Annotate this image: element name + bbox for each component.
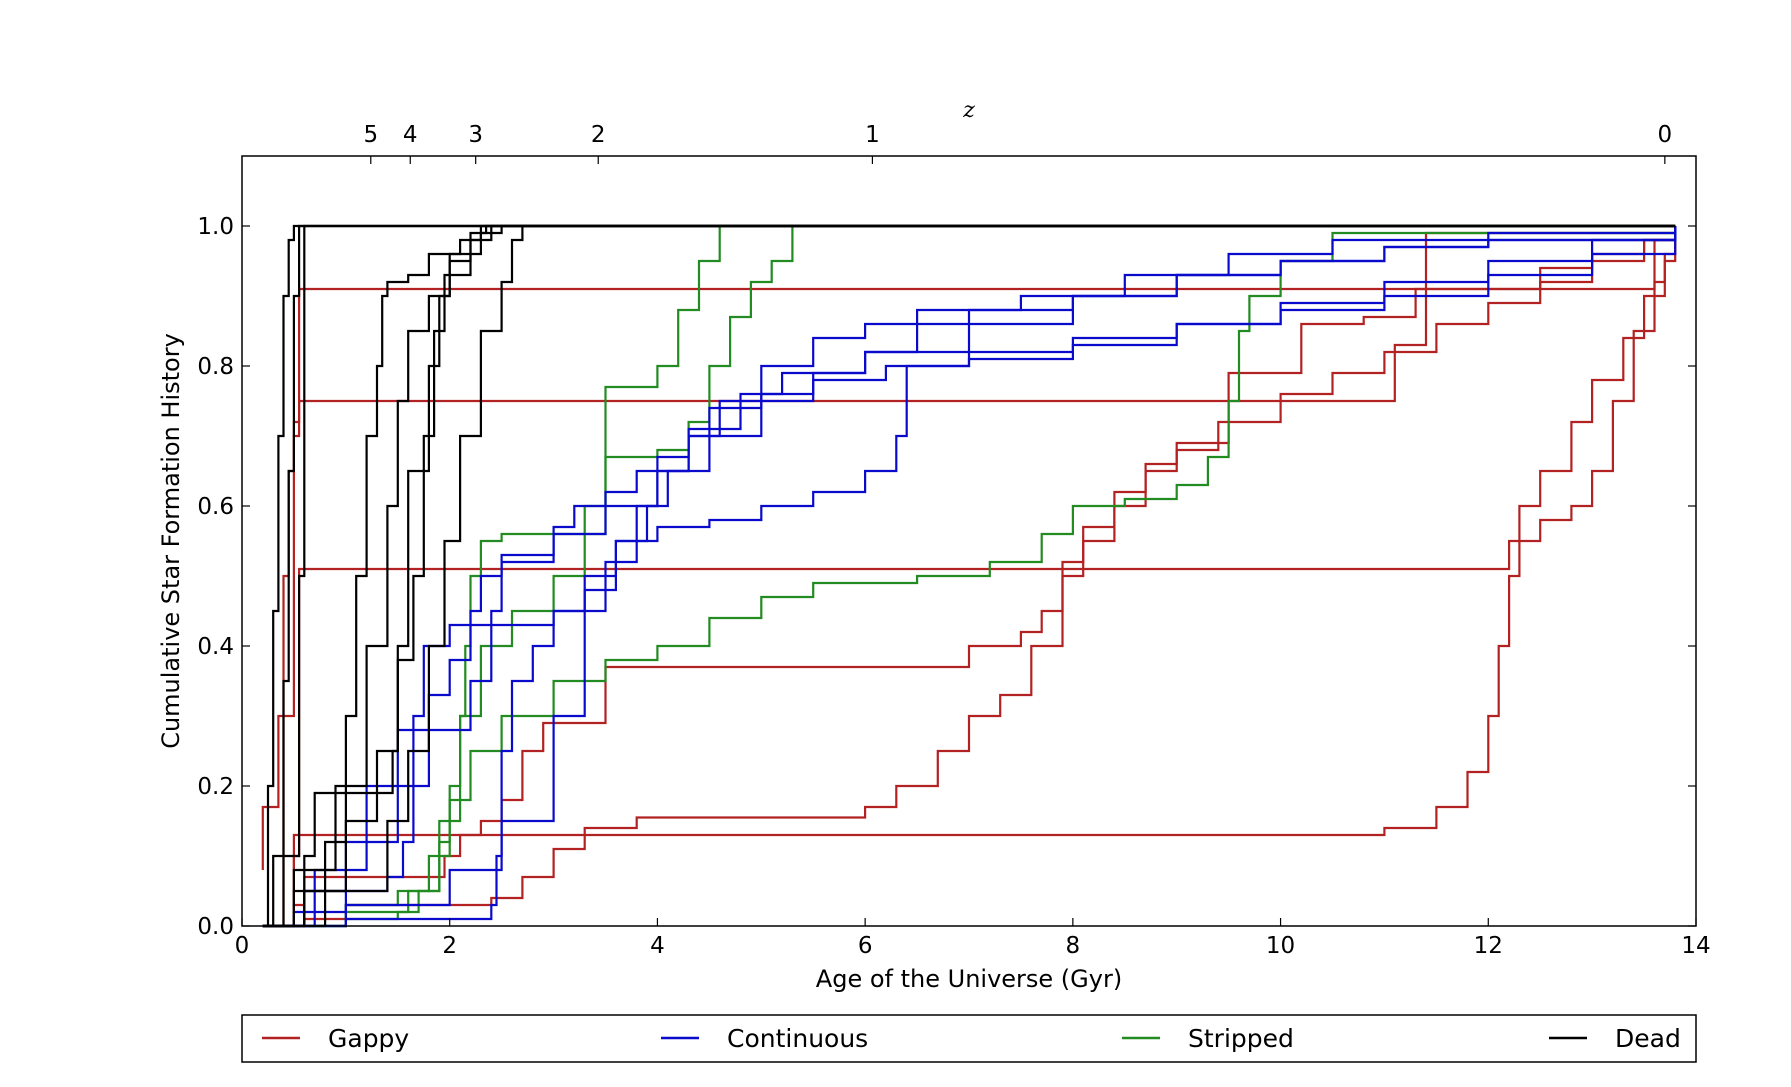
x-tick-label: 14 (1681, 933, 1710, 959)
y-tick-label: 0.2 (197, 774, 234, 800)
top-tick-label: 1 (865, 122, 880, 148)
y-tick-label: 0.0 (197, 914, 234, 940)
legend: Gappy Continuous Stripped Dead (241, 1014, 1697, 1063)
series-line-dead-5 (262, 224, 1676, 928)
top-tick-label: 4 (403, 122, 418, 148)
series-line-stripped-19 (262, 224, 1676, 928)
top-axis-label: z (962, 98, 975, 123)
legend-label-continuous: Continuous (727, 1024, 868, 1053)
x-tick-label: 8 (1066, 933, 1081, 959)
x-tick-label: 2 (442, 933, 457, 959)
series-line-stripped-21 (262, 226, 1677, 928)
y-tick-label: 0.8 (197, 354, 234, 380)
top-tick-label: 0 (1658, 122, 1673, 148)
series-line-dead-7 (262, 224, 1676, 928)
legend-label-dead: Dead (1615, 1024, 1681, 1053)
top-tick-label: 5 (363, 122, 378, 148)
x-tick-label: 4 (650, 933, 665, 959)
y-tick-label: 0.6 (197, 494, 234, 520)
x-tick-label: 0 (235, 933, 250, 959)
series-line-gappy-13 (262, 226, 1677, 928)
series-line-dead-1 (262, 224, 1676, 928)
series-line-continuous-17 (262, 226, 1677, 928)
x-tick-label: 12 (1474, 933, 1503, 959)
top-tick-label: 3 (468, 122, 483, 148)
series-line-dead-6 (262, 224, 1676, 928)
x-tick-label: 10 (1266, 933, 1295, 959)
series-line-gappy-12 (262, 226, 1677, 928)
legend-label-stripped: Stripped (1188, 1024, 1294, 1053)
series-line-dead-0 (262, 224, 1676, 928)
legend-label-gappy: Gappy (328, 1024, 409, 1053)
y-tick-label: 0.4 (197, 634, 234, 660)
x-axis-label: Age of the Universe (Gyr) (816, 965, 1122, 993)
series-line-continuous-16 (262, 226, 1677, 928)
top-tick-label: 2 (591, 122, 606, 148)
y-axis-label: Cumulative Star Formation History (157, 333, 185, 749)
plot-frame (241, 155, 1697, 927)
legend-frame (241, 1014, 1697, 1063)
series-layer (261, 224, 1677, 928)
y-tick-label: 1.0 (197, 214, 234, 240)
x-tick-label: 6 (858, 933, 873, 959)
ticks-layer: 0 2 4 6 8 10 12 140.00.20.40.60.81.05 4 3 2 1 0 (197, 122, 1710, 959)
series-line-dead-2 (262, 224, 1676, 928)
